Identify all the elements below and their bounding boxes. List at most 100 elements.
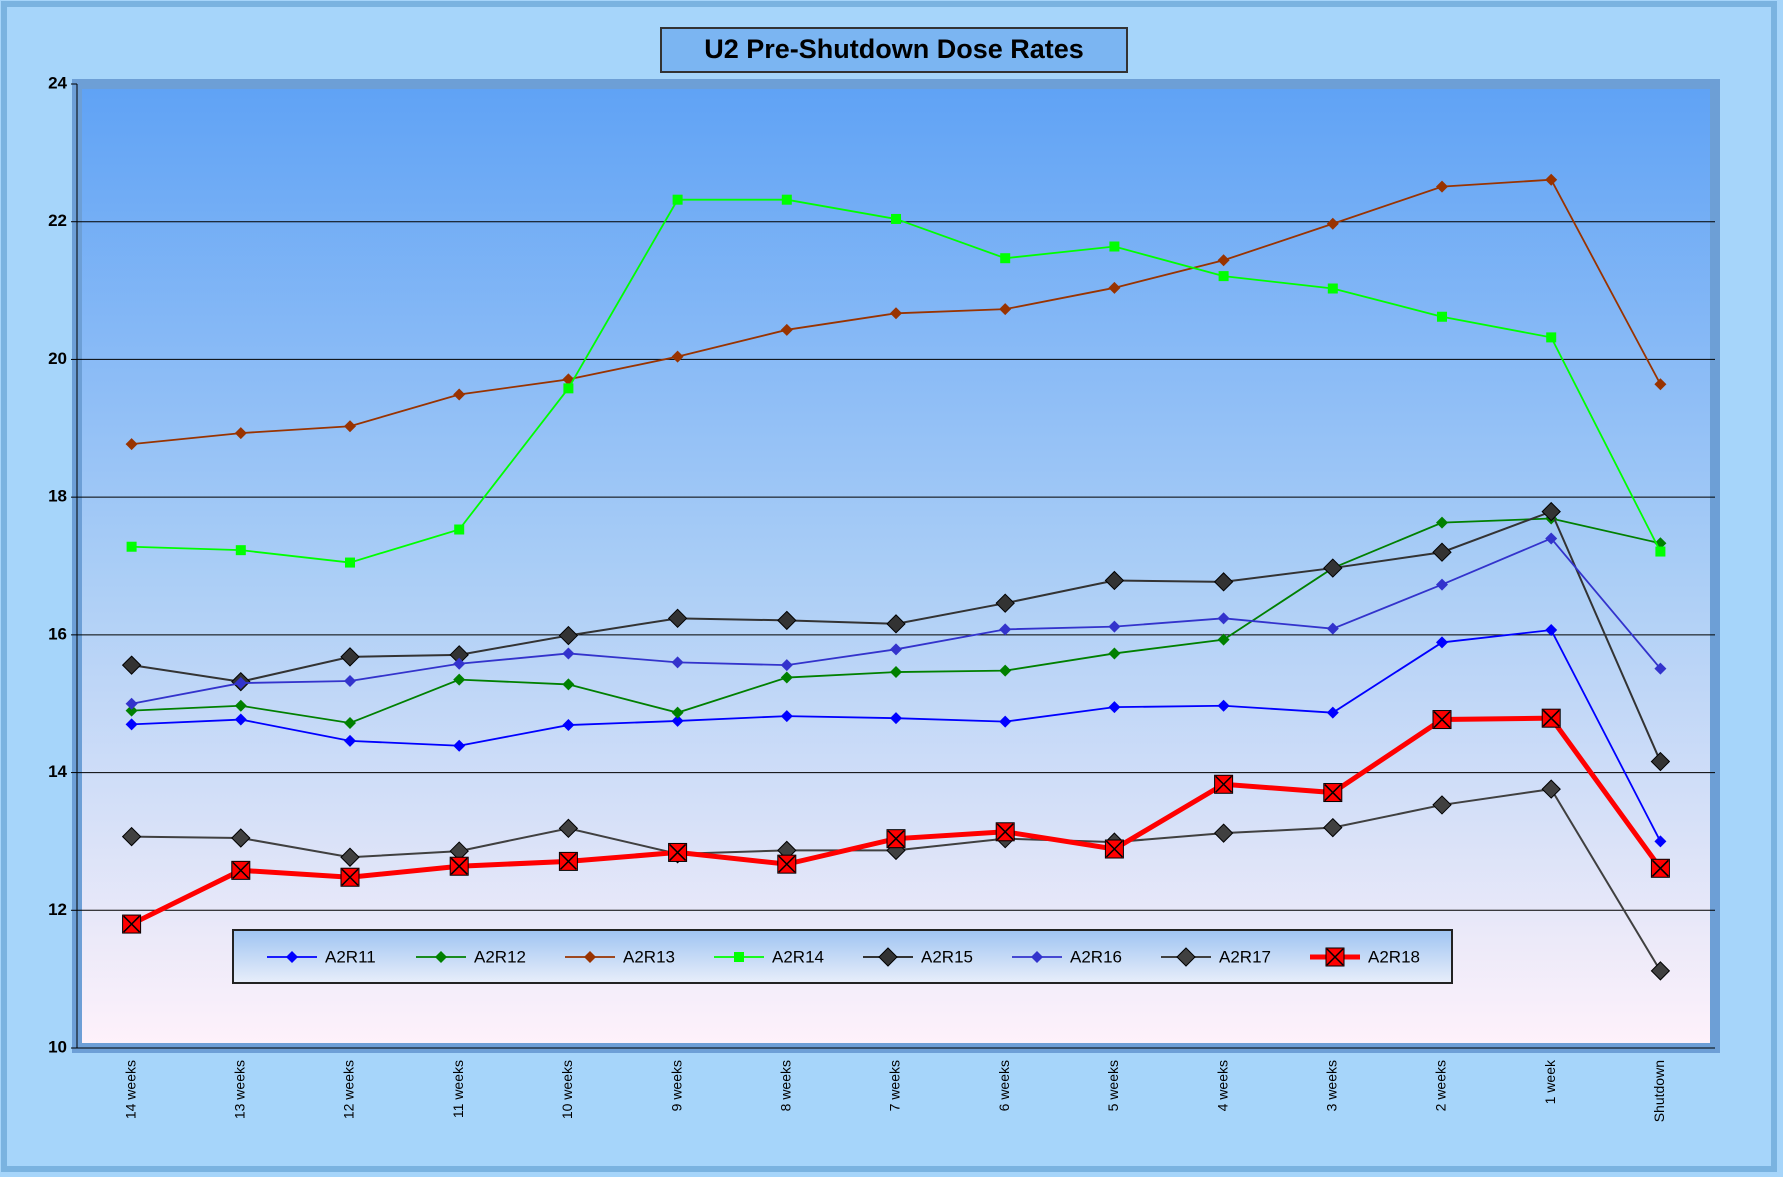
- y-tick-label: 20: [48, 349, 67, 368]
- marker: [1436, 180, 1448, 193]
- marker: [886, 614, 906, 634]
- marker: [340, 867, 360, 887]
- marker: [777, 610, 797, 631]
- legend-label: A2R18: [1368, 947, 1420, 966]
- marker: [1217, 254, 1230, 267]
- marker: [1109, 241, 1120, 252]
- marker: [1650, 961, 1671, 981]
- marker: [1108, 281, 1121, 294]
- marker: [125, 438, 138, 451]
- marker: [1546, 332, 1557, 343]
- marker: [1326, 622, 1339, 635]
- marker: [780, 671, 793, 684]
- marker: [340, 647, 360, 667]
- marker: [886, 829, 906, 849]
- marker: [126, 541, 137, 552]
- marker: [1325, 947, 1345, 967]
- legend-label: A2R12: [474, 947, 526, 966]
- marker: [125, 704, 138, 717]
- marker: [668, 842, 688, 862]
- marker: [344, 420, 356, 433]
- legend-label: A2R15: [921, 947, 973, 966]
- marker: [1108, 701, 1121, 714]
- marker: [878, 947, 898, 967]
- marker: [1323, 817, 1343, 838]
- marker: [1654, 378, 1667, 391]
- x-tick-label: 10 weeks: [559, 1060, 575, 1119]
- marker: [1323, 783, 1343, 803]
- marker: [1213, 572, 1234, 592]
- chart-title: U2 Pre-Shutdown Dose Rates: [704, 34, 1084, 64]
- marker: [453, 657, 466, 670]
- marker: [1436, 578, 1448, 591]
- marker: [1217, 612, 1230, 625]
- y-tick-label: 16: [48, 624, 67, 643]
- x-tick-label: 7 weeks: [887, 1060, 903, 1111]
- marker: [781, 194, 792, 205]
- marker: [562, 678, 575, 691]
- marker: [1437, 311, 1447, 322]
- marker: [1654, 835, 1667, 848]
- marker: [1323, 558, 1343, 578]
- marker: [453, 739, 466, 752]
- legend-label: A2R16: [1070, 947, 1122, 966]
- marker: [234, 713, 247, 726]
- marker: [558, 818, 579, 839]
- marker: [340, 847, 360, 867]
- marker: [125, 718, 138, 731]
- marker: [235, 545, 246, 556]
- marker: [562, 647, 575, 660]
- plot-area: [72, 79, 1720, 1053]
- marker: [1176, 947, 1196, 967]
- marker: [1541, 779, 1561, 799]
- x-tick-label: 2 weeks: [1433, 1060, 1449, 1111]
- marker: [121, 655, 142, 675]
- marker: [453, 388, 466, 401]
- marker: [1217, 633, 1230, 646]
- marker: [1214, 774, 1234, 794]
- legend-label: A2R17: [1219, 947, 1271, 966]
- marker: [558, 851, 578, 871]
- x-tick-label: 12 weeks: [341, 1060, 357, 1119]
- marker: [1545, 624, 1558, 637]
- marker: [1650, 751, 1671, 772]
- x-tick-label: 5 weeks: [1105, 1060, 1121, 1111]
- marker: [345, 557, 355, 568]
- marker: [999, 303, 1012, 316]
- marker: [121, 826, 142, 847]
- marker: [1650, 858, 1670, 878]
- x-tick-label: 13 weeks: [232, 1060, 248, 1119]
- marker: [1436, 516, 1448, 529]
- marker: [1217, 699, 1230, 712]
- marker: [1108, 647, 1121, 660]
- legend-label: A2R13: [623, 947, 675, 966]
- marker: [234, 677, 247, 690]
- marker: [344, 716, 356, 729]
- marker: [231, 828, 251, 848]
- marker: [1545, 532, 1558, 545]
- y-tick-label: 22: [48, 211, 67, 230]
- marker: [1654, 662, 1667, 675]
- marker: [584, 951, 596, 963]
- title-box: [660, 27, 1128, 73]
- x-tick-label: 14 weeks: [122, 1060, 138, 1119]
- marker: [780, 659, 793, 672]
- legend-label: A2R11: [325, 947, 376, 966]
- marker: [890, 666, 902, 679]
- marker: [1655, 546, 1666, 557]
- x-tick-label: 6 weeks: [996, 1060, 1012, 1111]
- marker: [1213, 823, 1234, 843]
- y-tick-label: 24: [48, 73, 67, 92]
- marker: [671, 656, 684, 669]
- marker: [234, 427, 247, 440]
- marker: [1326, 706, 1339, 719]
- marker: [667, 608, 688, 629]
- marker: [1326, 217, 1339, 230]
- marker: [777, 854, 797, 874]
- marker: [890, 643, 902, 656]
- x-tick-label: 3 weeks: [1324, 1060, 1340, 1111]
- x-tick-label: 11 weeks: [450, 1060, 466, 1118]
- marker: [453, 673, 466, 686]
- marker: [891, 213, 901, 224]
